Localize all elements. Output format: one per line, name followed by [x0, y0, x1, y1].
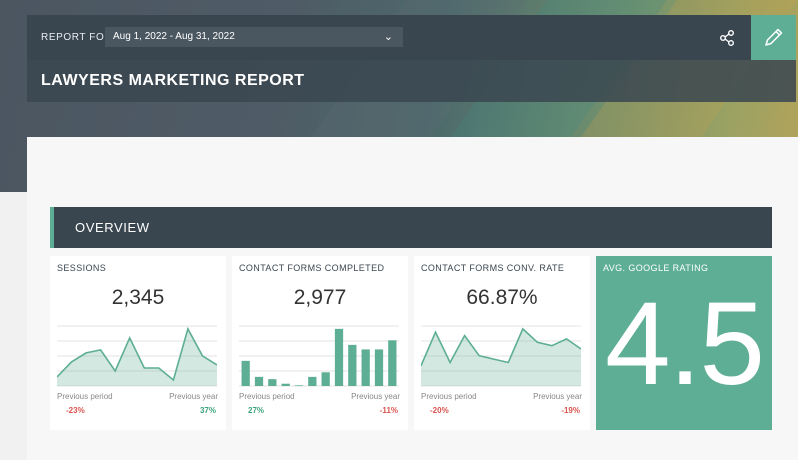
overview-title: OVERVIEW: [75, 220, 150, 235]
area-fill: [57, 328, 217, 386]
date-range-value: Aug 1, 2022 - Aug 31, 2022: [113, 31, 235, 42]
series-line: [421, 327, 581, 367]
bar: [241, 360, 250, 386]
page-title: LAWYERS MARKETING REPORT: [41, 72, 305, 89]
overview-section-header: OVERVIEW: [50, 207, 772, 248]
previous-period-change: 27%: [248, 406, 265, 415]
previous-year-change: -11%: [379, 406, 398, 415]
card-value: 66.87%: [466, 286, 538, 309]
previous-period-label: Previous period: [421, 392, 477, 401]
report-title-bar: LAWYERS MARKETING REPORT: [27, 60, 796, 102]
series-line: [57, 326, 217, 382]
bar: [294, 385, 304, 386]
card-value: 2,977: [293, 286, 347, 309]
area-fill: [421, 328, 581, 386]
chevron-down-icon: ⌄: [383, 31, 393, 43]
previous-period-change: -20%: [430, 406, 449, 415]
card-label: SESSIONS: [57, 263, 107, 273]
bar: [268, 379, 277, 386]
google-rating-card[interactable]: AVG. GOOGLE RATING 4.5: [596, 256, 772, 430]
bar: [361, 349, 370, 386]
previous-year-label: Previous year: [169, 392, 218, 401]
previous-period-change: -23%: [66, 406, 85, 415]
previous-period-label: Previous period: [239, 392, 295, 401]
bar: [348, 344, 357, 386]
card-label: AVG. GOOGLE RATING: [603, 263, 709, 273]
bar: [321, 372, 330, 386]
card-label: CONTACT FORMS COMPLETED: [239, 263, 385, 273]
conversion-rate-card[interactable]: CONTACT FORMS CONV. RATE 66.87% Previous…: [414, 256, 590, 430]
contact-forms-chart: [239, 325, 399, 387]
edit-button[interactable]: [751, 15, 796, 60]
bar: [334, 328, 344, 386]
previous-year-change: -19%: [561, 406, 580, 415]
contact-forms-completed-card[interactable]: CONTACT FORMS COMPLETED 2,977 Previous p…: [232, 256, 408, 430]
previous-year-label: Previous year: [351, 392, 400, 401]
rating-value: 4.5: [604, 278, 765, 410]
date-range-select[interactable]: Aug 1, 2022 - Aug 31, 2022 ⌄: [105, 27, 403, 47]
previous-year-change: 37%: [199, 406, 216, 415]
bar: [308, 376, 317, 386]
bar: [374, 349, 384, 386]
previous-year-label: Previous year: [533, 392, 582, 401]
card-label: CONTACT FORMS CONV. RATE: [421, 263, 565, 273]
report-for-label: REPORT FOR: [41, 32, 113, 43]
bar: [281, 383, 290, 386]
sessions-card[interactable]: SESSIONS 2,345 Previous period Previous …: [50, 256, 226, 430]
report-toolbar: REPORT FOR Aug 1, 2022 - Aug 31, 2022 ⌄: [27, 15, 751, 60]
previous-period-label: Previous period: [57, 392, 113, 401]
share-icon[interactable]: [717, 28, 737, 48]
conversion-rate-chart: [421, 325, 581, 387]
sessions-chart: [57, 325, 217, 387]
bar: [388, 340, 397, 386]
pencil-icon: [765, 28, 783, 46]
card-value: 2,345: [111, 286, 165, 309]
bar: [254, 376, 264, 386]
